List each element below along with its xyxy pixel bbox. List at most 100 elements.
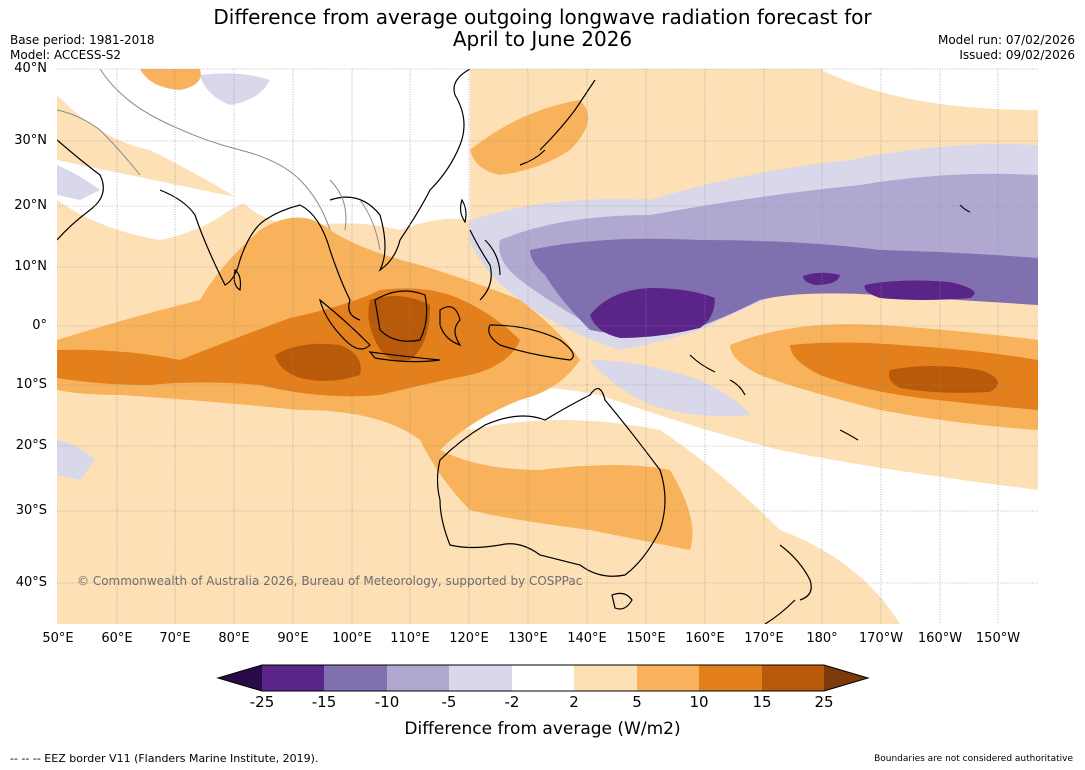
sumatra [318, 298, 371, 350]
colorbar-extend-low [218, 665, 262, 691]
map-title-line-1: Difference from average outgoing longwav… [213, 5, 872, 29]
lon-label: 170°W [858, 631, 904, 646]
colorbar-segment [449, 665, 512, 691]
lat-label: 10°S [15, 377, 47, 392]
lon-label: 100°E [332, 631, 372, 646]
positive-15-25-borneo [368, 296, 430, 361]
lon-label: 110°E [390, 631, 430, 646]
philippines [469, 229, 501, 301]
positive-15-25-south-pacific [888, 366, 998, 393]
negative-2-5-south-indian [57, 440, 95, 480]
lon-label: 170°E [744, 631, 784, 646]
lon-label: 150°E [626, 631, 666, 646]
colorbar-tick: -15 [311, 693, 337, 711]
lon-label: 180° [806, 631, 838, 646]
australia [436, 388, 666, 577]
colorbar-tick: -25 [249, 693, 275, 711]
negative-2-5-coral-sea [590, 360, 750, 417]
negative-2-5-tibet [200, 73, 270, 105]
meridians [116, 69, 999, 624]
arabia-coast [57, 139, 104, 241]
border-line-3 [329, 179, 381, 251]
border-line-2 [57, 109, 141, 176]
near-average-north-pacific [820, 69, 1038, 110]
colorbar-segment [512, 665, 574, 691]
tasmania [611, 592, 633, 610]
lon-label: 130°E [508, 631, 548, 646]
lon-label: 70°E [159, 631, 191, 646]
lon-label: 120°E [449, 631, 489, 646]
colorbar-segment [574, 665, 637, 691]
new-guinea [488, 324, 574, 361]
lat-label: 30°S [15, 503, 47, 518]
india-coast [159, 189, 301, 286]
colorbar-tick: 10 [689, 693, 709, 711]
colorbar-segment [324, 665, 387, 691]
lat-label: 40°S [15, 575, 47, 590]
lat-label: 20°N [14, 198, 47, 213]
lon-label: 150°W [975, 631, 1021, 646]
lon-label: 60°E [101, 631, 133, 646]
china-coast [399, 69, 471, 241]
pacific-islands [689, 204, 971, 441]
lon-label: 80°E [218, 631, 250, 646]
near-average-tasman [900, 526, 1038, 600]
colorbar-tick: -10 [374, 693, 400, 711]
sri-lanka [233, 268, 242, 292]
colorbar-tick: 25 [814, 693, 834, 711]
japan [519, 79, 596, 166]
lat-label: 0° [32, 318, 47, 333]
lat-label: 10°N [14, 259, 47, 274]
positive-15-25-indian [275, 343, 361, 381]
colorbar-label: Difference from average (W/m2) [404, 719, 681, 739]
lon-label: 50°E [42, 631, 74, 646]
colorbar-extend-high [824, 665, 868, 691]
colorbar-segment [762, 665, 824, 691]
model-name: Model: ACCESS-S2 [10, 48, 122, 62]
lon-label: 160°W [917, 631, 963, 646]
colorbar-tick: 2 [569, 693, 579, 711]
borneo [374, 290, 428, 342]
colorbar-segment [699, 665, 762, 691]
java [368, 351, 441, 363]
model-run: Model run: 07/02/2026 [937, 33, 1075, 47]
meta-left: Base period: 1981-2018 Model: ACCESS-S2 [10, 33, 155, 63]
graticule [57, 68, 1038, 584]
colorbar-tick: 5 [632, 693, 642, 711]
positive-5-10-central-asia [140, 69, 201, 90]
map-fill [57, 69, 1038, 624]
colorbar-tick: -2 [504, 693, 520, 711]
positive-5-10-east-china [470, 100, 588, 175]
new-zealand [764, 544, 812, 624]
lon-label: 140°E [567, 631, 607, 646]
colorbar-tick: 15 [752, 693, 772, 711]
coastlines [57, 69, 971, 624]
copyright-notice: © Commonwealth of Australia 2026, Bureau… [77, 574, 583, 588]
negative-15-25-equatorial [590, 288, 715, 338]
lat-label: 30°N [14, 133, 47, 148]
colorbar-segment [262, 665, 324, 691]
lon-label: 160°E [685, 631, 725, 646]
near-average-asia [57, 69, 470, 230]
negative-2-5-arabia [57, 165, 100, 200]
negative-15-25-central-pacific [864, 280, 975, 300]
colorbar-segment [387, 665, 449, 691]
colorbar-outline [216, 664, 870, 692]
map-title-line-2: April to June 2026 [452, 27, 633, 51]
colorbar-segment [637, 665, 699, 691]
lat-label: 40°N [14, 61, 47, 76]
issued-date: Issued: 09/02/2026 [959, 48, 1075, 62]
eez-border-note: -- -- -- EEZ border V11 (Flanders Marine… [10, 752, 319, 765]
near-average-south-pacific [440, 386, 1038, 624]
colorbar-tick: -5 [441, 693, 457, 711]
se-asia-coast [299, 196, 401, 321]
lat-label: 20°S [15, 438, 47, 453]
base-period: Base period: 1981-2018 [10, 33, 155, 47]
near-average-arabian-sea [57, 160, 250, 240]
negative-15-25-small [803, 272, 840, 285]
boundaries-disclaimer: Boundaries are not considered authoritat… [874, 754, 1073, 764]
meta-right: Model run: 07/02/2026 Issued: 09/02/2026 [938, 33, 1075, 63]
border-line-1 [99, 69, 331, 231]
